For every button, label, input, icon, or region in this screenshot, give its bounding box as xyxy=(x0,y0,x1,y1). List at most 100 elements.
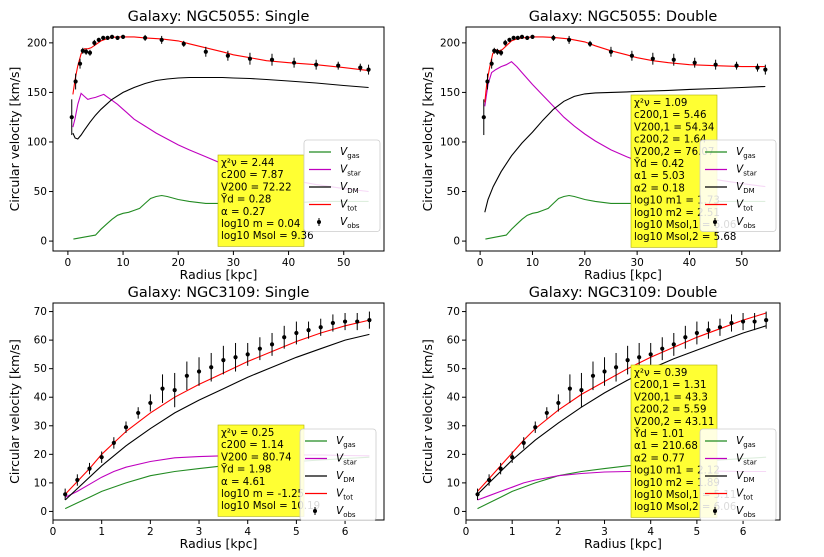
observed-point xyxy=(159,37,164,42)
x-axis-label: Radius [kpc] xyxy=(584,536,662,551)
x-tick-label: 2 xyxy=(555,526,562,538)
observed-point xyxy=(544,410,549,416)
legend-label-vgas: Vgas xyxy=(336,435,356,449)
fit-parameter-text: V200,2 = 43.11 xyxy=(634,417,714,428)
x-tick-label: 1 xyxy=(509,526,516,538)
x-tick-label: 0 xyxy=(463,526,470,538)
observed-point xyxy=(729,320,734,326)
observed-point xyxy=(608,49,614,54)
y-tick-label: 200 xyxy=(27,37,47,49)
y-axis-label: Circular velocity [km/s] xyxy=(7,339,22,484)
x-tick-label: 0 xyxy=(477,257,484,269)
y-tick-label: 150 xyxy=(440,87,460,99)
fit-parameter-text: log10 Msol,2 = 6.06 xyxy=(634,502,736,513)
fit-parameter-text: χ²ν = 0.39 xyxy=(634,368,687,379)
observed-point xyxy=(567,386,572,391)
y-tick-label: 0 xyxy=(453,506,460,518)
x-tick-label: 30 xyxy=(227,257,240,269)
observed-point xyxy=(96,37,101,42)
fit-parameter-text: α2 = 0.18 xyxy=(634,183,685,194)
fit-parameter-text: c200,2 = 1.64 xyxy=(634,135,706,146)
fit-parameters-box xyxy=(217,154,305,247)
legend xyxy=(299,428,377,521)
observed-point xyxy=(291,60,297,65)
observed-point xyxy=(318,325,323,330)
fit-parameter-text: log10 Msol,2 = 5.68 xyxy=(634,232,736,243)
x-axis-label: Radius [kpc] xyxy=(180,267,258,282)
x-tick-label: 30 xyxy=(630,257,643,269)
observed-point xyxy=(671,342,676,347)
legend xyxy=(303,139,381,232)
observed-point xyxy=(105,35,110,41)
x-tick-label: 4 xyxy=(244,526,251,538)
observed-point xyxy=(602,369,607,374)
axes-frame xyxy=(52,302,385,521)
fit-parameter-text: Ῡd = 0.28 xyxy=(220,193,271,206)
x-tick-label: 4 xyxy=(647,526,654,538)
observed-point xyxy=(551,35,556,41)
x-tick-label: 6 xyxy=(740,526,747,538)
fit-parameter-text: log10 Msol,1 = 5.11 xyxy=(634,490,736,501)
x-tick-label: 10 xyxy=(526,257,539,269)
observed-point xyxy=(111,440,116,446)
observed-point xyxy=(587,41,593,46)
x-tick-label: 40 xyxy=(683,257,696,269)
observed-point xyxy=(734,63,739,68)
observed-point xyxy=(764,318,769,323)
observed-point xyxy=(336,63,341,68)
observed-point xyxy=(109,34,115,40)
x-tick-label: 3 xyxy=(196,526,203,538)
y-tick-label: 20 xyxy=(34,449,47,461)
legend-marker xyxy=(713,220,717,224)
y-tick-label: 100 xyxy=(440,136,460,148)
observed-point xyxy=(123,425,129,430)
legend-label-vtot: Vtot xyxy=(736,199,753,213)
fit-parameter-text: Ῡd = 1.98 xyxy=(220,463,271,476)
fit-parameter-text: α1 = 5.03 xyxy=(634,171,685,182)
x-tick-label: 10 xyxy=(116,257,129,269)
observed-point xyxy=(101,35,106,41)
x-tick-label: 50 xyxy=(337,257,350,269)
observed-point xyxy=(613,365,619,370)
observed-point xyxy=(233,355,238,360)
chart-title: Galaxy: NGC5055: Single xyxy=(128,9,310,25)
observed-point xyxy=(671,57,676,62)
y-axis-label: Circular velocity [km/s] xyxy=(7,67,22,212)
axes-frame xyxy=(465,26,781,252)
observed-point xyxy=(257,346,262,351)
y-axis-label: Circular velocity [km/s] xyxy=(420,339,435,484)
legend-label-vtot: Vtot xyxy=(340,199,357,213)
y-tick-label: 100 xyxy=(27,136,47,148)
observed-point xyxy=(306,328,311,333)
observed-point xyxy=(247,56,253,61)
plot-area xyxy=(69,34,371,240)
observed-point xyxy=(510,455,515,460)
observed-point xyxy=(92,40,97,45)
observed-point xyxy=(75,477,80,483)
observed-point xyxy=(342,319,348,324)
observed-point xyxy=(498,466,503,471)
observed-point xyxy=(77,61,83,66)
legend-label-vdm: VDM xyxy=(736,181,755,195)
observed-point xyxy=(181,41,186,46)
observed-point xyxy=(498,50,504,55)
legend-label-vstar: Vstar xyxy=(336,453,357,467)
y-tick-label: 60 xyxy=(447,335,460,347)
chart-title: Galaxy: NGC3109: Single xyxy=(128,285,310,301)
y-tick-label: 30 xyxy=(34,420,47,432)
chart-panel-2: Galaxy: NGC5055: Double 0 10 20 30 40 50 0 50 100… xyxy=(420,9,781,282)
legend-label-vobs: Vobs xyxy=(340,216,360,230)
legend-label-vstar: Vstar xyxy=(340,164,361,178)
legend-label-vdm: VDM xyxy=(736,470,755,484)
observed-point xyxy=(196,369,202,374)
observed-point xyxy=(209,365,214,370)
observed-point xyxy=(556,400,561,406)
y-tick-label: 200 xyxy=(440,37,460,49)
observed-point xyxy=(566,37,572,42)
observed-point xyxy=(579,387,584,393)
y-tick-label: 0 xyxy=(40,506,47,518)
legend-label-vgas: Vgas xyxy=(736,146,756,160)
fit-parameter-text: χ²ν = 0.25 xyxy=(221,428,274,439)
observed-point xyxy=(503,40,508,45)
